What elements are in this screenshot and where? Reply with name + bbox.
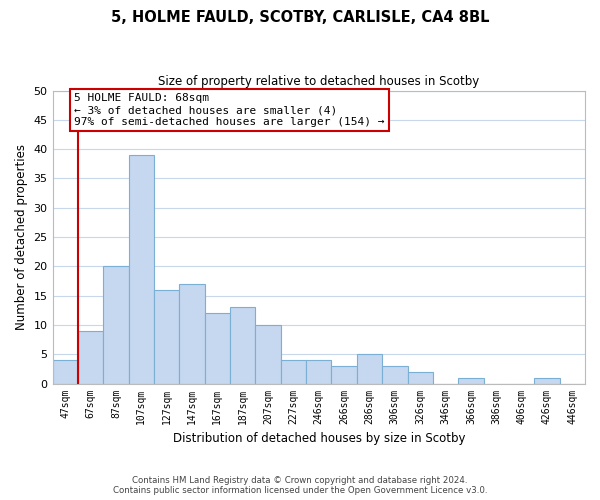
Bar xyxy=(154,290,179,384)
Bar xyxy=(534,378,560,384)
Bar xyxy=(53,360,78,384)
Text: Contains HM Land Registry data © Crown copyright and database right 2024.
Contai: Contains HM Land Registry data © Crown c… xyxy=(113,476,487,495)
Bar xyxy=(382,366,407,384)
Bar xyxy=(103,266,128,384)
Bar xyxy=(128,155,154,384)
Title: Size of property relative to detached houses in Scotby: Size of property relative to detached ho… xyxy=(158,75,479,88)
Y-axis label: Number of detached properties: Number of detached properties xyxy=(15,144,28,330)
Bar xyxy=(179,284,205,384)
Bar xyxy=(331,366,357,384)
Bar xyxy=(281,360,306,384)
Bar xyxy=(230,308,256,384)
Text: 5, HOLME FAULD, SCOTBY, CARLISLE, CA4 8BL: 5, HOLME FAULD, SCOTBY, CARLISLE, CA4 8B… xyxy=(111,10,489,25)
Bar xyxy=(78,331,103,384)
Bar xyxy=(256,325,281,384)
Bar xyxy=(306,360,331,384)
Bar xyxy=(205,313,230,384)
Text: 5 HOLME FAULD: 68sqm
← 3% of detached houses are smaller (4)
97% of semi-detache: 5 HOLME FAULD: 68sqm ← 3% of detached ho… xyxy=(74,94,385,126)
Bar xyxy=(458,378,484,384)
Bar xyxy=(357,354,382,384)
Bar xyxy=(407,372,433,384)
X-axis label: Distribution of detached houses by size in Scotby: Distribution of detached houses by size … xyxy=(173,432,465,445)
